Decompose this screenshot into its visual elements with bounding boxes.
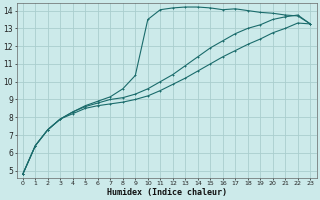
X-axis label: Humidex (Indice chaleur): Humidex (Indice chaleur): [107, 188, 227, 197]
